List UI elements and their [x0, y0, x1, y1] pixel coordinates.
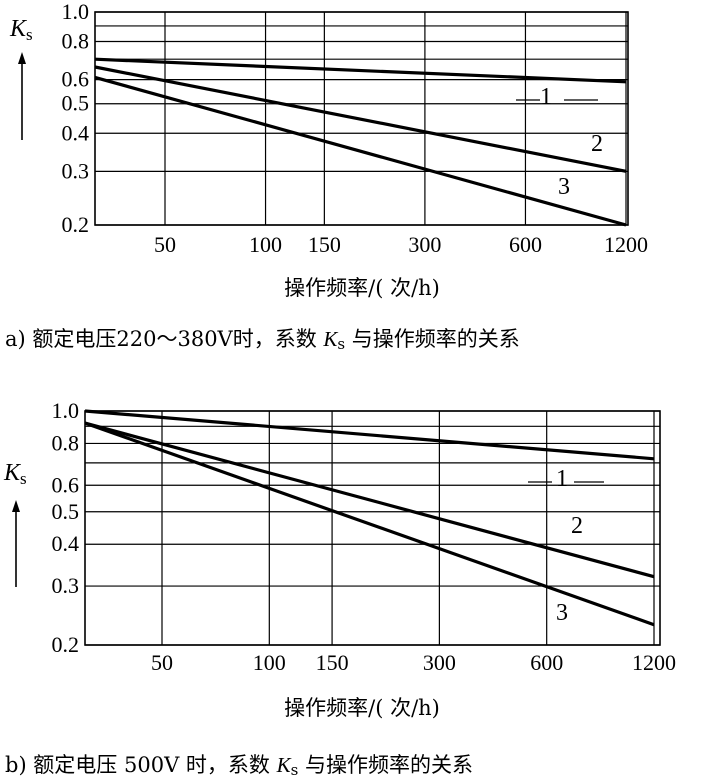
- x-tick-label: 600: [509, 232, 542, 257]
- arrow-head-icon: [18, 52, 26, 64]
- y-axis-label: Ks: [9, 16, 33, 44]
- arrow-head-icon: [12, 500, 20, 512]
- x-axis-label: 操作频率/( 次/h): [284, 276, 440, 300]
- y-tick-label: 0.5: [52, 499, 80, 524]
- y-tick-label: 0.4: [52, 531, 80, 556]
- x-tick-label: 1200: [604, 232, 648, 257]
- x-tick-label: 50: [154, 232, 176, 257]
- x-tick-label: 300: [423, 650, 456, 675]
- series-label-3: 3: [558, 174, 570, 200]
- series-line-3: [94, 75, 627, 227]
- y-tick-label: 0.6: [52, 472, 80, 497]
- y-axis-label-sub: s: [20, 469, 27, 488]
- series-line-2: [84, 421, 655, 579]
- y-tick-label: 0.3: [52, 573, 80, 598]
- chart-caption: a) 额定电压220～380V时，系数 Ks 与操作频率的关系: [5, 327, 520, 353]
- chart-caption: b) 额定电压 500V 时，系数 Ks 与操作频率的关系: [5, 753, 473, 778]
- y-tick-label: 0.4: [62, 120, 90, 145]
- y-axis-label: Ks: [3, 460, 27, 488]
- x-axis-label: 操作频率/( 次/h): [284, 696, 440, 720]
- y-axis-label-sub: s: [26, 25, 33, 44]
- series-line-1: [84, 409, 655, 461]
- series-label-1: 1: [556, 466, 568, 492]
- y-tick-label: 0.8: [62, 29, 90, 54]
- series-label-1: 1: [540, 84, 552, 110]
- chart-panel-b: 0.2 0.3 0.4 0.50.6 0.8 1.0 50 100 150 300 600 1200 1…: [3, 398, 676, 778]
- x-tick-label: 50: [151, 650, 173, 675]
- y-tick-label: 0.8: [52, 430, 80, 455]
- series-line-3: [84, 421, 655, 627]
- series-label-2: 2: [591, 131, 603, 157]
- y-tick-label: 1.0: [62, 0, 90, 24]
- series-label-3: 3: [556, 600, 568, 626]
- x-tick-label: 100: [249, 232, 282, 257]
- y-tick-label: 0.6: [62, 67, 90, 92]
- x-tick-label: 1200: [632, 650, 676, 675]
- y-tick-label: 1.0: [52, 398, 80, 423]
- series-line-2: [94, 65, 627, 173]
- series-label-2: 2: [571, 513, 583, 539]
- y-tick-label: 0.3: [62, 158, 90, 183]
- y-tick-label: 0.2: [62, 212, 90, 237]
- y-tick-label: 0.2: [52, 632, 80, 657]
- series-line-1: [94, 57, 627, 84]
- plot-frame: [84, 410, 661, 646]
- x-tick-label: 100: [253, 650, 286, 675]
- y-tick-label: 0.5: [62, 91, 90, 116]
- chart-panel-a: 0.2 0.3 0.4 0.50.6 0.8 1.0 50 100 150 300 600 1200 1…: [5, 0, 648, 353]
- plot-frame: [94, 11, 629, 226]
- x-tick-label: 150: [308, 232, 341, 257]
- x-tick-label: 150: [316, 650, 349, 675]
- x-tick-label: 300: [408, 232, 441, 257]
- x-tick-label: 600: [530, 650, 563, 675]
